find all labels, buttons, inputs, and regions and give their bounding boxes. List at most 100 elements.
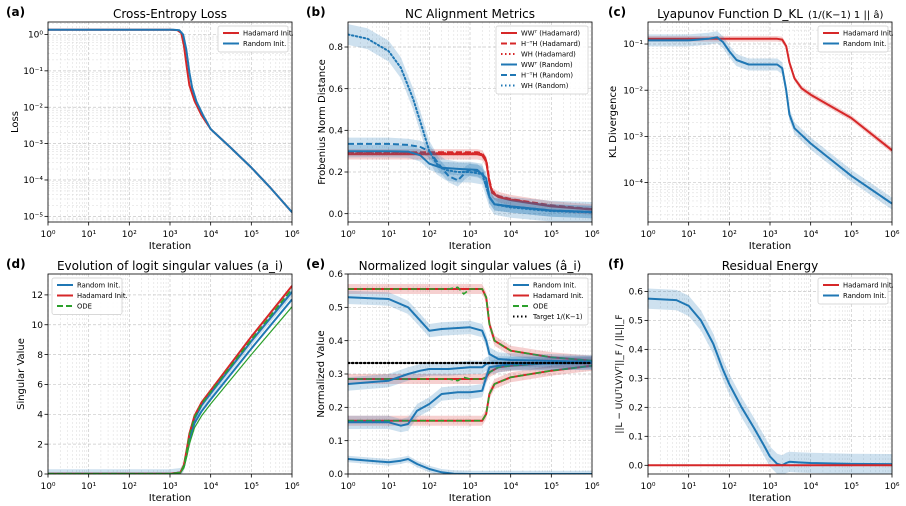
x-tick-label: 10² bbox=[422, 482, 437, 492]
legend-box bbox=[495, 25, 589, 95]
legend-label: Hadamard Init. bbox=[843, 30, 894, 38]
panel-c-title-math: (1/(K−1) 1 || â) bbox=[808, 9, 883, 21]
panel-b-plot: 10⁰ 10¹ 10² 10³ 10⁴ 10⁵ 10⁶ 0.0 0.2 0.4 0.6 0.8 WWᵀ … bbox=[329, 21, 600, 240]
legend: Hadamard Init. Random Init. bbox=[217, 25, 294, 53]
panel-d-xlabel: Iteration bbox=[149, 493, 191, 504]
panel-a-label: (a) bbox=[6, 5, 25, 19]
x-tick-label: 10⁰ bbox=[340, 230, 355, 240]
panel-d-plot: 10⁰ 10¹ 10² 10³ 10⁴ 10⁵ 10⁶ 0 2 4 6 8 10 12 Random Ini… bbox=[32, 273, 300, 492]
panel-d-ylabel: Singular Value bbox=[16, 338, 27, 410]
panel-a-title: Cross-Entropy Loss bbox=[113, 7, 227, 21]
x-tick-label: 10⁶ bbox=[884, 482, 899, 492]
series-line bbox=[348, 142, 592, 213]
y-tick-label: 8 bbox=[37, 351, 43, 361]
y-tick-label: 10 bbox=[32, 321, 44, 331]
series-band bbox=[348, 356, 592, 433]
series-line bbox=[348, 364, 592, 422]
panel-f-ylabel: ||L − U(UᵀLV)Vᵀ||_F / ||L||_F bbox=[615, 314, 625, 433]
y-tick-label: 10⁻⁴ bbox=[23, 176, 43, 186]
x-tick-label: 10¹ bbox=[681, 230, 696, 240]
y-tick-label: 10⁻³ bbox=[23, 140, 43, 150]
y-tick-label: 10⁻² bbox=[623, 86, 643, 96]
y-tick-label: 0.1 bbox=[329, 437, 343, 447]
y-tick-label: 0.0 bbox=[629, 462, 644, 472]
legend: Random Init. Hadamard Init. ODE bbox=[51, 277, 128, 315]
x-tick-label: 10⁶ bbox=[284, 482, 299, 492]
y-tick-label: 10⁰ bbox=[28, 31, 43, 41]
y-tick-label: 10⁻¹ bbox=[23, 67, 43, 77]
x-tick-label: 10¹ bbox=[381, 230, 396, 240]
legend-label: H⁻ᵀH (Hadamard) bbox=[521, 40, 581, 48]
panel-c-label: (c) bbox=[608, 5, 626, 19]
series-line bbox=[348, 151, 592, 211]
panel-a-ylabel: Loss bbox=[10, 111, 21, 133]
legend-label: WWᵀ (Hadamard) bbox=[521, 30, 580, 38]
panel-f-label: (f) bbox=[608, 257, 624, 271]
x-tick-label: 10² bbox=[422, 230, 437, 240]
legend-label: Target 1/(K−1) bbox=[532, 313, 583, 321]
x-tick-label: 10⁶ bbox=[884, 230, 899, 240]
panel-e-xlabel: Iteration bbox=[449, 493, 491, 504]
series-line bbox=[648, 36, 892, 205]
legend-label: Hadamard Init. bbox=[77, 292, 128, 300]
series-group bbox=[48, 285, 292, 474]
panel-c: (c) Lyapunov Function D_KL (1/(K−1) 1 ||… bbox=[608, 5, 900, 252]
x-tick-label: 10⁵ bbox=[844, 230, 859, 240]
x-tick-label: 10⁵ bbox=[244, 482, 259, 492]
legend-box bbox=[507, 277, 589, 326]
x-tick-label: 10⁴ bbox=[803, 482, 818, 492]
legend-label: ODE bbox=[533, 303, 548, 311]
series-group bbox=[48, 28, 292, 214]
y-tick-label: 0.4 bbox=[629, 346, 644, 356]
y-tick-label: 0 bbox=[37, 470, 43, 480]
y-tick-label: 0.6 bbox=[329, 270, 344, 280]
x-tick-label: 10² bbox=[122, 482, 137, 492]
panel-d-title: Evolution of logit singular values (a_i) bbox=[57, 259, 283, 273]
panel-e-title: Normalized logit singular values (â_i) bbox=[359, 259, 582, 273]
legend-label: Random Init. bbox=[533, 282, 576, 290]
series-line bbox=[348, 33, 592, 214]
y-tick-label: 0.5 bbox=[629, 317, 643, 327]
x-tick-label: 10⁶ bbox=[284, 230, 299, 240]
y-tick-label: 0.2 bbox=[329, 404, 343, 414]
series-band bbox=[648, 31, 892, 210]
x-tick-label: 10⁴ bbox=[803, 230, 818, 240]
x-tick-label: 10⁴ bbox=[503, 482, 518, 492]
series-group bbox=[348, 284, 592, 474]
series-line bbox=[348, 296, 592, 363]
y-tick-label: 10⁻³ bbox=[623, 133, 643, 143]
x-tick-label: 10⁵ bbox=[244, 230, 259, 240]
x-tick-label: 10⁰ bbox=[40, 230, 55, 240]
y-tick-label: 10⁻⁴ bbox=[623, 179, 643, 189]
series-group bbox=[648, 288, 892, 474]
panel-f-plot: 10⁰ 10¹ 10² 10³ 10⁴ 10⁵ 10⁶ 0.0 0.1 0.2 0.3 0.4 0.5 0… bbox=[629, 273, 900, 492]
series-line bbox=[48, 28, 292, 213]
y-tick-label: 10⁻¹ bbox=[623, 40, 643, 50]
legend: Hadamard Init. Random Init. bbox=[817, 25, 894, 53]
x-tick-label: 10⁶ bbox=[584, 230, 599, 240]
y-tick-label: 0.4 bbox=[329, 127, 344, 137]
series-band bbox=[348, 149, 592, 215]
series-line bbox=[348, 361, 592, 382]
panel-d-label: (d) bbox=[6, 257, 26, 271]
y-tick-label: 0.1 bbox=[629, 433, 643, 443]
x-tick-label: 10⁵ bbox=[844, 482, 859, 492]
panel-b-label: (b) bbox=[306, 5, 326, 19]
panel-a: (a) Cross-Entropy Loss 10⁰ 10¹ 10² 10³ 10⁴ 10… bbox=[6, 5, 300, 252]
legend-label: ODE bbox=[77, 303, 92, 311]
y-tick-label: 0.3 bbox=[629, 375, 643, 385]
legend-label: WWᵀ (Random) bbox=[521, 61, 573, 69]
panel-b-title: NC Alignment Metrics bbox=[405, 7, 535, 21]
x-tick-label: 10² bbox=[122, 230, 137, 240]
x-tick-label: 10¹ bbox=[81, 482, 96, 492]
x-tick-label: 10¹ bbox=[81, 230, 96, 240]
panel-e-ylabel: Normalized Value bbox=[316, 330, 327, 417]
panel-f-title: Residual Energy bbox=[722, 259, 819, 273]
series-band bbox=[348, 137, 592, 219]
panel-c-plot: 10⁰ 10¹ 10² 10³ 10⁴ 10⁵ 10⁶ 10⁻⁴ 10⁻³ 10⁻² 10⁻¹ Had… bbox=[623, 21, 900, 240]
series-band bbox=[348, 360, 592, 426]
y-tick-label: 0.6 bbox=[629, 288, 644, 298]
x-tick-label: 10¹ bbox=[681, 482, 696, 492]
y-tick-label: 0.4 bbox=[329, 337, 344, 347]
